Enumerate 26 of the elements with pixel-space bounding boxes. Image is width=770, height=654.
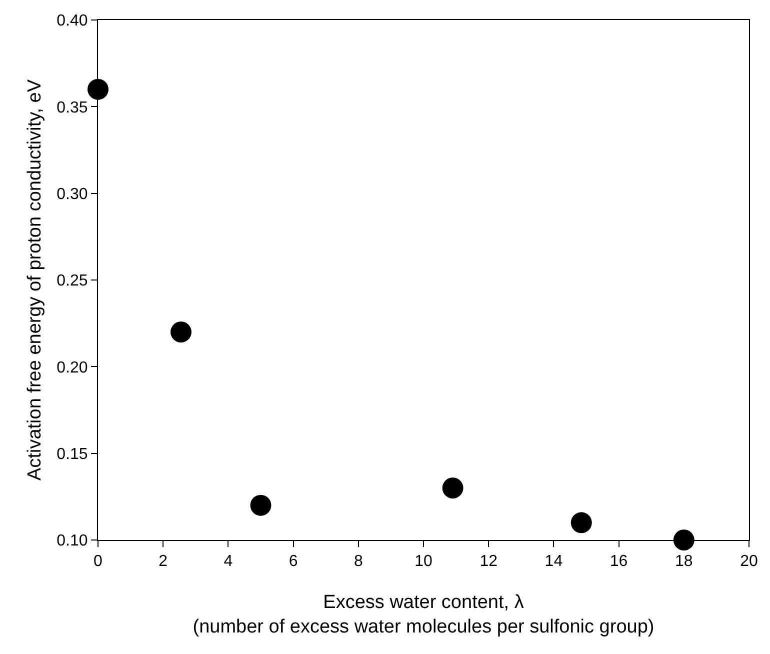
- x-tick-label: 14: [544, 553, 563, 570]
- point: [673, 530, 694, 550]
- x-tick-label: 6: [288, 553, 298, 570]
- y-tick-label: 0.15: [56, 446, 88, 463]
- point: [442, 478, 464, 498]
- point: [570, 512, 592, 534]
- x-tick-label: 20: [740, 553, 758, 570]
- point: [250, 494, 272, 516]
- y-tick-label: 0.35: [56, 99, 88, 116]
- x-tick-label: 8: [354, 553, 363, 570]
- x-tick-label: 0: [94, 553, 103, 570]
- x-tick-label: 10: [414, 553, 432, 570]
- y-tick-label: 0.20: [56, 359, 88, 376]
- y-tick-label: 0.40: [56, 12, 88, 30]
- x-tick-label: 18: [675, 553, 693, 570]
- x-tick-label: 2: [158, 553, 168, 570]
- y-axis-title: Activation free energy of proton conductivity, eV: [24, 79, 46, 480]
- x-tick-label: 4: [224, 553, 233, 570]
- y-tick-label: 0.30: [56, 186, 88, 203]
- x-axis-title: Excess water content, λ (number of excess water molecules per sulfonic group): [192, 592, 654, 638]
- x-tick-label: 12: [480, 553, 498, 570]
- point: [170, 322, 192, 342]
- x-tick-label: 16: [610, 553, 628, 570]
- point: [88, 78, 108, 100]
- y-tick-label: 0.10: [56, 532, 88, 550]
- y-tick-label: 0.25: [56, 272, 88, 290]
